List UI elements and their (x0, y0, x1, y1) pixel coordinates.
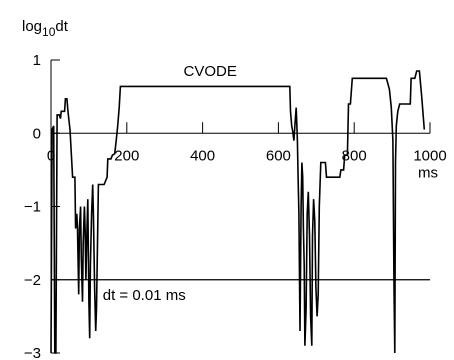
reference-line-label: dt = 0.01 ms (103, 287, 186, 304)
x-tick-label: 200 (114, 147, 139, 164)
x-tick-label: 0 (47, 147, 55, 164)
y-tick-label: 0 (33, 125, 41, 142)
series-line (50, 70, 426, 354)
x-axis-label: ms (418, 164, 438, 181)
y-tick-label: −1 (24, 199, 41, 216)
y-tick-label: 1 (33, 52, 41, 69)
x-tick-label: 400 (190, 147, 215, 164)
y-tick-label: −3 (24, 345, 41, 360)
y-tick-label: −2 (24, 272, 41, 289)
x-tick-label: 600 (266, 147, 291, 164)
annotation-label: CVODE (184, 63, 237, 80)
x-tick-label: 1000 (413, 147, 446, 164)
y-axis-label: log10dt (22, 18, 69, 39)
